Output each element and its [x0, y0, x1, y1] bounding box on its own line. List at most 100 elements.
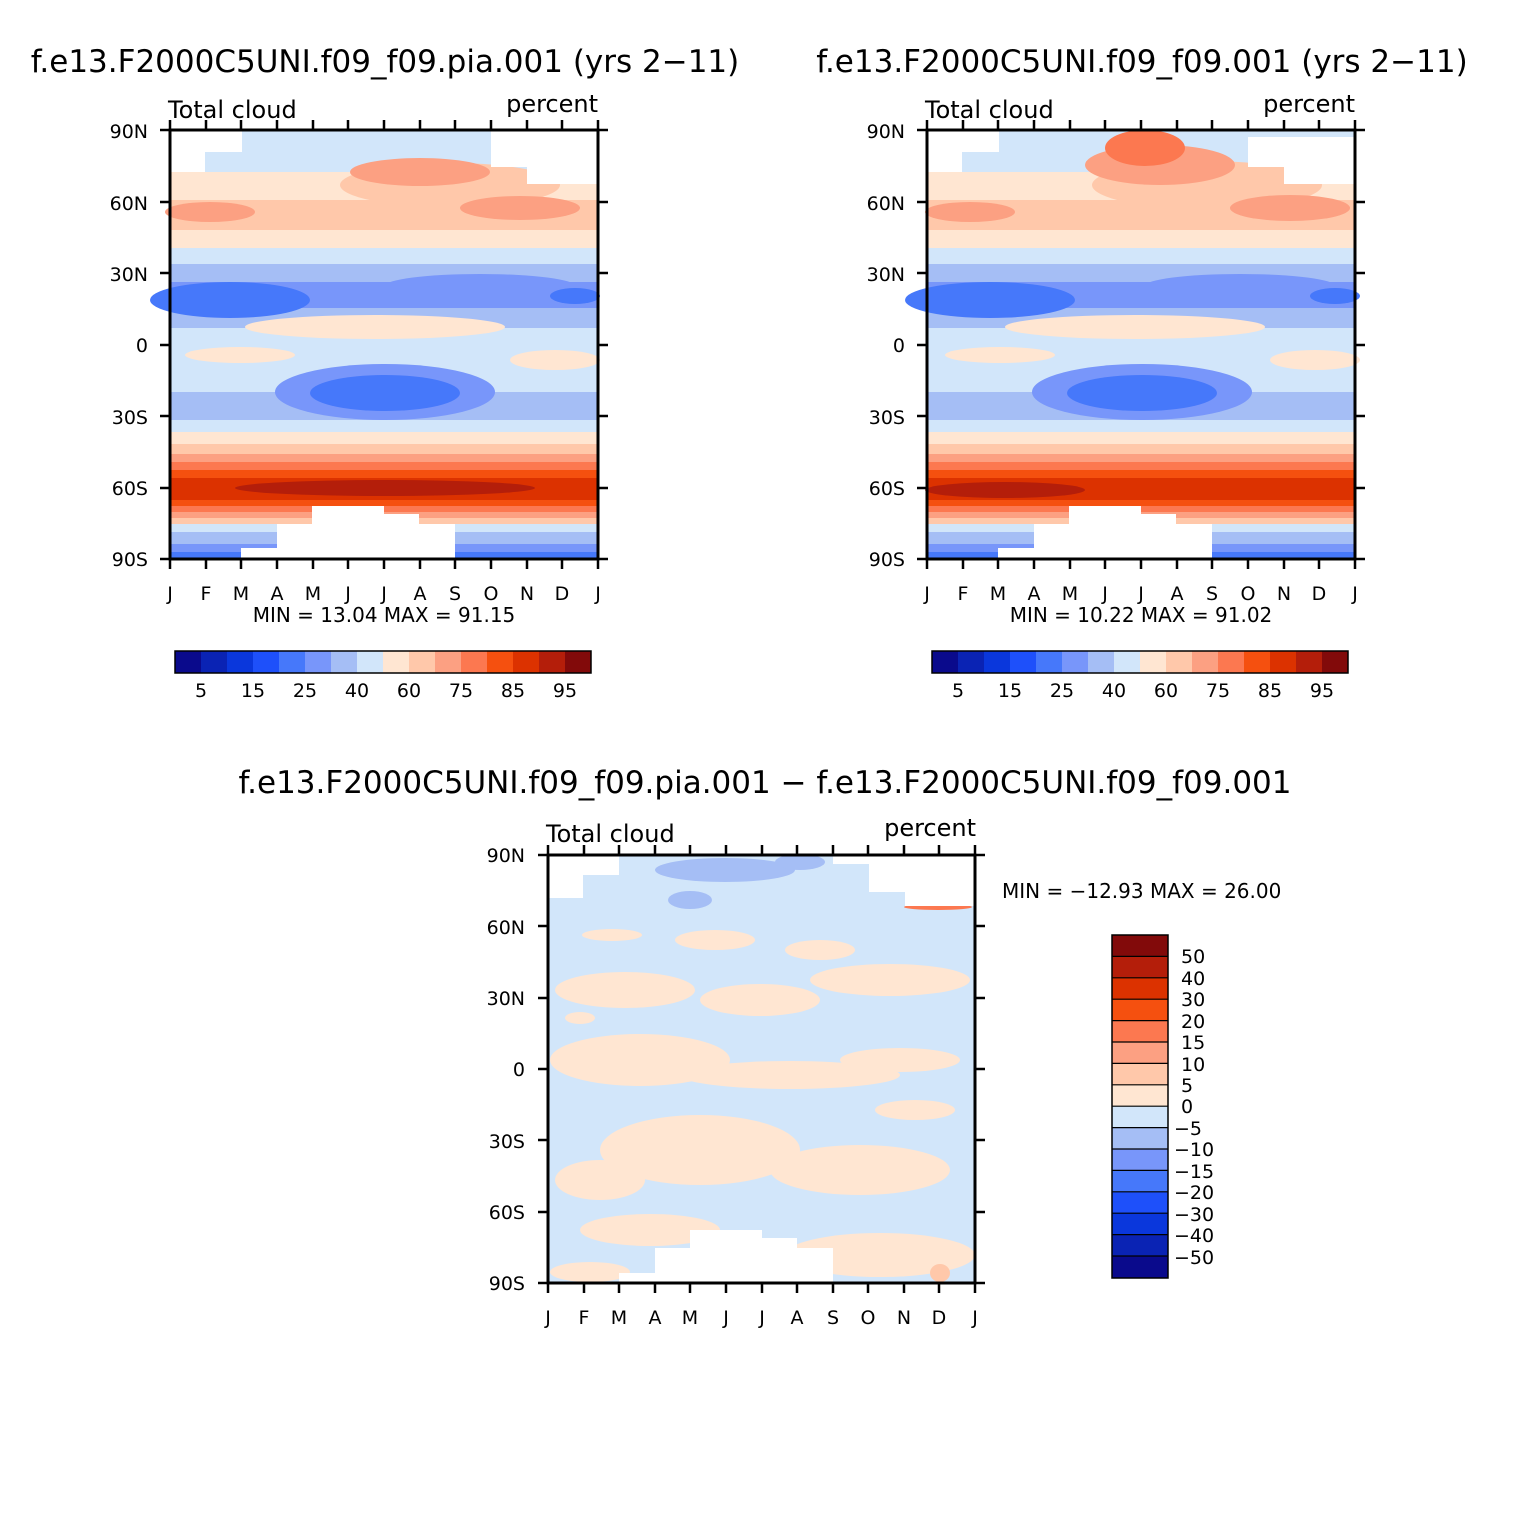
colorbar-label: 75: [1206, 680, 1230, 702]
band: [170, 454, 598, 462]
y-tick-label: 60S: [112, 478, 148, 500]
y-tick-label: 0: [893, 335, 905, 357]
missing-region: [205, 130, 242, 152]
band: [170, 248, 598, 264]
y-ticks: [160, 128, 608, 561]
x-tick-label: J: [923, 583, 930, 605]
band: [927, 432, 1355, 444]
blob: [460, 196, 580, 220]
colorbar-swatch: [513, 651, 539, 673]
colorbar-label: 40: [345, 680, 369, 702]
band: [927, 462, 1355, 470]
colorbar-swatch: [1062, 651, 1088, 673]
plot-area: [150, 130, 600, 559]
colorbar-swatch: [1218, 651, 1244, 673]
colorbar-swatch: [984, 651, 1010, 673]
x-tick-label: M: [305, 583, 321, 605]
panel-difference: f.e13.F2000C5UNI.f09_f09.pia.001 − f.e13…: [238, 765, 1291, 1329]
colorbar-label: 20: [1181, 1011, 1205, 1033]
colorbar-label: −40: [1174, 1225, 1214, 1247]
left-label: Total cloud: [167, 96, 297, 124]
colorbar-swatch: [1112, 1042, 1168, 1064]
colorbar-label: 85: [1258, 680, 1282, 702]
blob: [700, 984, 820, 1016]
x-tick-label: M: [682, 1307, 698, 1329]
missing-region: [384, 514, 419, 524]
x-tick-label: A: [1171, 583, 1184, 605]
colorbar-swatch: [1192, 651, 1218, 673]
y-tick-label: 30N: [867, 264, 905, 286]
y-tick-label: 90S: [112, 549, 148, 571]
x-tick-label: J: [1101, 583, 1108, 605]
missing-region: [527, 167, 598, 184]
missing-region: [312, 506, 384, 524]
colorbar-swatch: [1112, 935, 1168, 957]
blob: [925, 202, 1015, 222]
colorbar-label: 60: [1154, 680, 1178, 702]
y-tick-label: 90N: [487, 845, 525, 867]
min-max-stats: MIN = −12.93 MAX = 26.00: [1002, 879, 1281, 903]
colorbar-label: −15: [1174, 1161, 1214, 1183]
blob: [350, 158, 490, 186]
colorbar-swatch: [487, 651, 513, 673]
blob: [580, 1214, 720, 1246]
colorbar-swatch: [1112, 1084, 1168, 1107]
x-tick-label: M: [1062, 583, 1078, 605]
blob: [1105, 130, 1185, 166]
panel-pia: f.e13.F2000C5UNI.f09_f09.pia.001 (yrs 2−…: [31, 44, 740, 702]
x-ticks: [925, 120, 1357, 569]
colorbar: 5 15 25 40 60 75 85 95: [931, 650, 1349, 702]
colorbar-swatch: [1112, 1234, 1168, 1256]
colorbar-swatch: [1166, 651, 1192, 673]
missing-region: [1069, 506, 1141, 524]
band: [170, 420, 598, 432]
x-tick-label: S: [827, 1307, 839, 1329]
x-tick-label: J: [544, 1307, 551, 1329]
blob: [1270, 350, 1360, 370]
colorbar-swatch: [1140, 651, 1166, 673]
band: [927, 454, 1355, 462]
colorbar-label: −20: [1174, 1182, 1214, 1204]
y-tick-label: 0: [136, 335, 148, 357]
colorbar-label: 40: [1181, 968, 1205, 990]
panel-title: f.e13.F2000C5UNI.f09_f09.pia.001 (yrs 2−…: [31, 44, 740, 80]
colorbar-label: 85: [501, 680, 525, 702]
min-max-stats: MIN = 10.22 MAX = 91.02: [1010, 603, 1273, 627]
blob: [930, 1264, 950, 1282]
band: [927, 470, 1355, 478]
x-tick-label: J: [344, 583, 351, 605]
colorbar-swatch: [201, 651, 227, 673]
missing-region: [1248, 137, 1355, 167]
y-tick-label: 30S: [869, 407, 905, 429]
y-tick-label: 90N: [110, 121, 148, 143]
band: [170, 500, 598, 506]
colorbar-swatch: [409, 651, 435, 673]
colorbar-swatch: [435, 651, 461, 673]
missing-region: [548, 855, 583, 898]
missing-region: [1034, 524, 1212, 559]
colorbar-swatch: [1296, 651, 1322, 673]
colorbar-swatch: [253, 651, 279, 673]
missing-region: [170, 130, 205, 172]
missing-region: [998, 548, 1034, 559]
colorbar-swatch: [357, 651, 383, 673]
colorbar-label: −50: [1174, 1247, 1214, 1269]
y-tick-label: 60N: [110, 193, 148, 215]
colorbar: 50 40 30 20 15 10 5 0 −5 −10 −15 −20 −30…: [1111, 934, 1214, 1279]
x-tick-label: O: [484, 583, 499, 605]
y-tick-label: 90N: [867, 121, 905, 143]
blob: [1230, 195, 1350, 221]
x-tick-label: F: [201, 583, 212, 605]
y-tick-label: 90S: [489, 1273, 525, 1295]
colorbar-label: 15: [998, 680, 1022, 702]
x-tick-label: A: [271, 583, 284, 605]
x-tick-label: N: [1277, 583, 1291, 605]
y-axis: 90N 60N 30N 0 30S 60S 90S: [110, 121, 608, 571]
left-label: Total cloud: [924, 96, 1054, 124]
colorbar-swatch: [1088, 651, 1114, 673]
x-tick-label: J: [1351, 583, 1358, 605]
colorbar-swatch: [1112, 1106, 1168, 1128]
colorbar-label: 5: [1181, 1075, 1193, 1097]
missing-region: [1141, 514, 1176, 524]
colorbar: 5 15 25 40 60 75 85 95: [174, 650, 592, 702]
